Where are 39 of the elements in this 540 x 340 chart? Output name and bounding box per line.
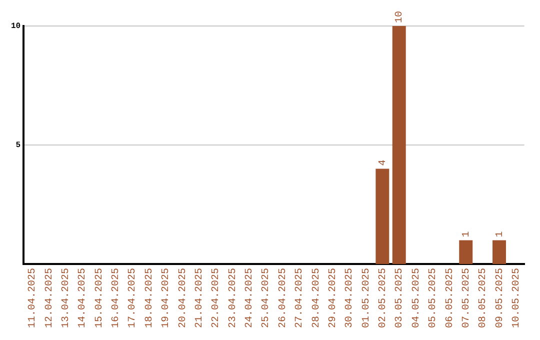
x-tick-label: 23.04.2025 bbox=[228, 268, 239, 328]
x-tick-label: 28.04.2025 bbox=[311, 268, 322, 328]
data-label: 1 bbox=[462, 231, 473, 238]
x-tick-label: 03.05.2025 bbox=[394, 268, 406, 328]
x-tick-label: 08.05.2025 bbox=[478, 268, 490, 328]
x-tick-label: 11.04.2025 bbox=[28, 268, 39, 328]
x-tick-label: 12.04.2025 bbox=[44, 268, 56, 328]
x-tick-label: 10.05.2025 bbox=[512, 268, 523, 328]
x-tick-label: 22.04.2025 bbox=[211, 268, 222, 328]
x-tick-label: 14.04.2025 bbox=[78, 268, 89, 328]
x-tick-label: 07.05.2025 bbox=[462, 268, 473, 328]
x-tick-label: 17.04.2025 bbox=[128, 268, 139, 328]
x-tick-label: 01.05.2025 bbox=[361, 268, 372, 328]
data-label: 10 bbox=[394, 10, 406, 23]
x-tick-label: 02.05.2025 bbox=[378, 268, 390, 328]
x-tick-label: 21.04.2025 bbox=[194, 268, 206, 328]
bar bbox=[376, 168, 390, 264]
x-tick-label: 25.04.2025 bbox=[261, 268, 272, 328]
x-tick-label: 26.04.2025 bbox=[278, 268, 289, 328]
x-tick-label: 24.04.2025 bbox=[244, 268, 256, 328]
x-tick-label: 27.04.2025 bbox=[294, 268, 306, 328]
data-label: 4 bbox=[378, 160, 390, 166]
x-tick-label: 20.04.2025 bbox=[178, 268, 189, 328]
y-tick-label: 5 bbox=[16, 141, 21, 150]
x-tick-label: 05.05.2025 bbox=[428, 268, 440, 328]
x-tick-label: 06.05.2025 bbox=[444, 268, 456, 328]
x-tick-label: 16.04.2025 bbox=[111, 268, 122, 328]
x-tick-label: 30.04.2025 bbox=[344, 268, 356, 328]
bar bbox=[492, 240, 506, 264]
x-tick-label: 09.05.2025 bbox=[494, 268, 506, 328]
x-tick-label: 19.04.2025 bbox=[161, 268, 172, 328]
bar bbox=[459, 240, 473, 264]
x-tick-label: 13.04.2025 bbox=[60, 268, 72, 328]
x-tick-label: 04.05.2025 bbox=[411, 268, 422, 328]
x-tick-label: 15.04.2025 bbox=[94, 268, 106, 328]
x-tick-label: 29.04.2025 bbox=[328, 268, 339, 328]
bar bbox=[392, 26, 406, 264]
data-label: 1 bbox=[494, 231, 506, 238]
x-tick-label: 18.04.2025 bbox=[144, 268, 156, 328]
